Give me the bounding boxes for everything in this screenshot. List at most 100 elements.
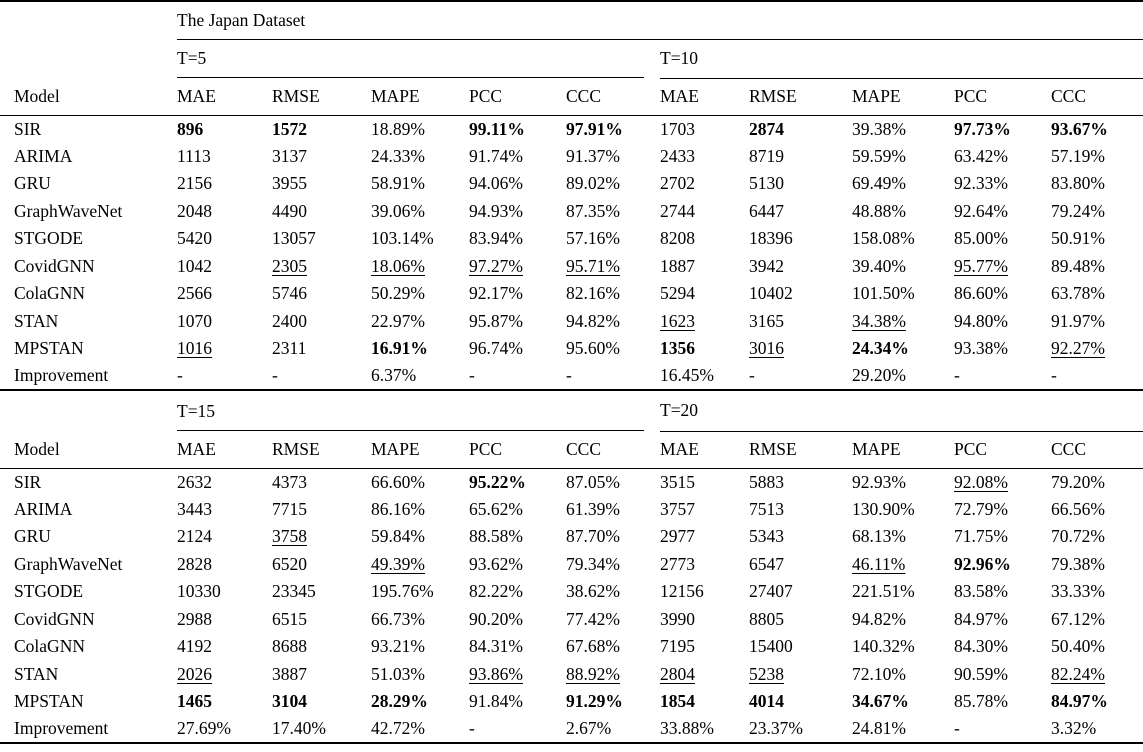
column-header-ccc: CCC	[566, 431, 660, 469]
metric-value: -	[954, 365, 960, 386]
metric-value: 23.37%	[749, 718, 803, 739]
metric-value: 18.89%	[371, 118, 425, 139]
table-row: STGODE 5420 13057 103.14% 83.94% 57.16% 8208 18…	[0, 225, 1143, 253]
column-header-model: Model	[0, 78, 177, 116]
metric-value: 94.93%	[469, 200, 523, 221]
metric-value: 70.72%	[1051, 526, 1105, 547]
horizon-label-t10: T=10	[660, 39, 1143, 79]
metric-value: 8688	[272, 636, 307, 657]
metric-value: 91.74%	[469, 145, 523, 166]
metric-value: 87.70%	[566, 526, 620, 547]
horizon-row-1: T=5 T=10	[0, 39, 1143, 79]
metric-value: 2804	[660, 663, 695, 684]
metric-value: 3104	[272, 691, 307, 712]
metric-value: 5420	[177, 228, 212, 249]
metric-value: 28.29%	[371, 691, 428, 712]
metric-value: 18.06%	[371, 255, 425, 276]
metric-value: 90.20%	[469, 608, 523, 629]
metric-value: 66.73%	[371, 608, 425, 629]
table-row: GraphWaveNet 2828 6520 49.39% 93.62% 79.34% 27…	[0, 551, 1143, 579]
table-row: CovidGNN 2988 6515 66.73% 90.20% 77.42% 3990 88…	[0, 606, 1143, 634]
metric-value: 97.73%	[954, 118, 1011, 139]
metric-value: 1042	[177, 255, 212, 276]
column-header-pcc: PCC	[469, 431, 566, 469]
column-header-mae: MAE	[177, 431, 272, 469]
metric-value: 3757	[660, 498, 695, 519]
metric-value: 33.33%	[1051, 581, 1105, 602]
model-name: STAN	[14, 663, 59, 684]
metric-value: 2988	[177, 608, 212, 629]
metric-value: 95.77%	[954, 255, 1008, 276]
table-row: STAN 2026 3887 51.03% 93.86% 88.92% 2804 5238 72…	[0, 661, 1143, 689]
column-header-mape: MAPE	[371, 431, 469, 469]
model-name: CovidGNN	[14, 608, 95, 629]
metric-value: 5343	[749, 526, 784, 547]
metric-value: 92.27%	[1051, 338, 1105, 359]
metric-value: 82.22%	[469, 581, 523, 602]
metric-value: 97.91%	[566, 118, 623, 139]
metric-value: 63.78%	[1051, 283, 1105, 304]
dataset-title-row: The Japan Dataset	[0, 1, 1143, 40]
metric-value: 85.00%	[954, 228, 1008, 249]
metric-value: 2311	[272, 338, 307, 359]
horizon-label-t15: T=15	[177, 389, 660, 431]
metric-value: 2977	[660, 526, 695, 547]
table-row: SIR 2632 4373 66.60% 95.22% 87.05% 3515 5883 92.…	[0, 468, 1143, 496]
table-row: MPSTAN 1465 3104 28.29% 91.84% 91.29% 1854 4014…	[0, 688, 1143, 716]
metric-value: 87.05%	[566, 471, 620, 492]
metric-value: 97.27%	[469, 255, 523, 276]
model-name: MPSTAN	[14, 691, 84, 712]
metric-value: 2828	[177, 553, 212, 574]
model-name: CovidGNN	[14, 255, 95, 276]
metric-value: -	[469, 718, 475, 739]
table-row: ARIMA 3443 7715 86.16% 65.62% 61.39% 3757 7513 1…	[0, 496, 1143, 524]
metric-value: 83.58%	[954, 581, 1008, 602]
metric-value: 1016	[177, 338, 212, 359]
metric-value: 92.64%	[954, 200, 1008, 221]
metric-value: 34.67%	[852, 691, 909, 712]
metric-value: 93.67%	[1051, 118, 1108, 139]
metric-value: 89.02%	[566, 173, 620, 194]
metric-value: -	[1051, 365, 1057, 386]
metric-value: 42.72%	[371, 718, 425, 739]
metric-value: 27.69%	[177, 718, 231, 739]
metric-value: 221.51%	[852, 581, 915, 602]
column-header-pcc: PCC	[469, 78, 566, 116]
model-name: Improvement	[14, 718, 109, 739]
metric-value: 15400	[749, 636, 793, 657]
column-header-ccc: CCC	[1051, 78, 1143, 116]
metric-value: 13057	[272, 228, 316, 249]
metric-value: 103.14%	[371, 228, 434, 249]
column-header-rmse: RMSE	[749, 431, 852, 469]
metric-value: -	[469, 365, 475, 386]
metric-value: 92.08%	[954, 471, 1008, 492]
metric-value: 82.24%	[1051, 663, 1105, 684]
column-header-ccc: CCC	[566, 78, 660, 116]
metric-value: 6515	[272, 608, 307, 629]
metric-value: 86.16%	[371, 498, 425, 519]
metric-value: 2124	[177, 526, 212, 547]
metric-value: 7513	[749, 498, 784, 519]
column-header-ccc: CCC	[1051, 431, 1143, 469]
metric-value: 23345	[272, 581, 316, 602]
table-row: GRU 2124 3758 59.84% 88.58% 87.70% 2977 5343 68.…	[0, 523, 1143, 551]
metric-value: 8208	[660, 228, 695, 249]
table-row: STAN 1070 2400 22.97% 95.87% 94.82% 1623 3165 34…	[0, 308, 1143, 336]
metric-value: 27407	[749, 581, 793, 602]
metric-value: 93.86%	[469, 663, 523, 684]
table-row: Improvement - - 6.37% - - 16.45% - 29.20% - -	[0, 363, 1143, 391]
metric-value: 3887	[272, 663, 307, 684]
metric-value: 85.78%	[954, 691, 1008, 712]
metric-value: 2026	[177, 663, 212, 684]
metric-value: 92.96%	[954, 553, 1011, 574]
metric-value: 71.75%	[954, 526, 1008, 547]
section-1-header: The Japan Dataset T=5 T=10 Model MAE RMS…	[0, 1, 1143, 116]
metric-value: 94.06%	[469, 173, 523, 194]
model-name: STGODE	[14, 228, 84, 249]
column-header-rmse: RMSE	[749, 78, 852, 116]
column-header-row: Model MAE RMSE MAPE PCC CCC MAE RMSE MAP…	[0, 78, 1143, 116]
metric-value: 1572	[272, 118, 307, 139]
model-name: SIR	[14, 471, 42, 492]
metric-value: 1887	[660, 255, 695, 276]
